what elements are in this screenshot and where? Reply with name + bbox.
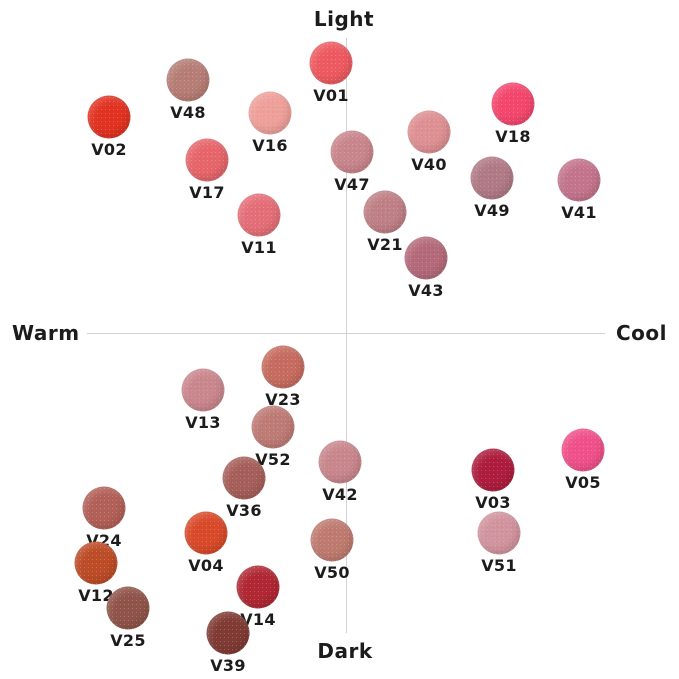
swatch-circle-v14	[236, 565, 280, 609]
swatch-label-v36: V36	[226, 501, 262, 520]
swatch-label-v39: V39	[210, 656, 246, 675]
swatch-circle-v12	[74, 541, 118, 585]
swatch-label-v02: V02	[91, 140, 127, 159]
swatch-circle-v41	[557, 158, 601, 202]
swatch-label-v03: V03	[475, 493, 511, 512]
swatch-label-v18: V18	[495, 127, 531, 146]
swatch-label-v13: V13	[185, 413, 221, 432]
swatch-circle-v47	[330, 130, 374, 174]
swatch-label-v21: V21	[367, 235, 403, 254]
swatch-circle-v39	[206, 611, 250, 655]
vertical-axis-line	[346, 38, 347, 633]
swatch-circle-v51	[477, 511, 521, 555]
swatch-circle-v13	[181, 368, 225, 412]
swatch-circle-v48	[166, 58, 210, 102]
swatch-circle-v24	[82, 486, 126, 530]
swatch-label-v25: V25	[110, 631, 146, 650]
swatch-circle-v40	[407, 110, 451, 154]
swatch-circle-v01	[309, 41, 353, 85]
swatch-circle-v16	[248, 91, 292, 135]
swatch-label-v52: V52	[255, 450, 291, 469]
axis-label-cool: Cool	[615, 321, 667, 345]
swatch-circle-v23	[261, 345, 305, 389]
swatch-label-v05: V05	[565, 473, 601, 492]
swatch-circle-v04	[184, 511, 228, 555]
axis-label-light: Light	[313, 7, 375, 31]
swatch-label-v14: V14	[240, 610, 276, 629]
swatch-circle-v49	[470, 156, 514, 200]
swatch-label-v41: V41	[561, 203, 597, 222]
swatch-label-v43: V43	[408, 281, 444, 300]
swatch-circle-v43	[404, 236, 448, 280]
swatch-label-v51: V51	[481, 556, 517, 575]
swatch-circle-v52	[251, 405, 295, 449]
swatch-label-v01: V01	[313, 86, 349, 105]
swatch-label-v11: V11	[241, 238, 277, 257]
swatch-label-v16: V16	[252, 136, 288, 155]
swatch-label-v47: V47	[334, 175, 370, 194]
swatch-circle-v42	[318, 440, 362, 484]
swatch-label-v17: V17	[189, 183, 225, 202]
axis-label-dark: Dark	[317, 639, 373, 663]
swatch-label-v04: V04	[188, 556, 224, 575]
swatch-circle-v18	[491, 82, 535, 126]
swatch-circle-v25	[106, 586, 150, 630]
axis-label-warm: Warm	[12, 321, 80, 345]
swatch-circle-v02	[87, 95, 131, 139]
swatch-circle-v05	[561, 428, 605, 472]
swatch-circle-v21	[363, 190, 407, 234]
swatch-circle-v03	[471, 448, 515, 492]
swatch-label-v23: V23	[265, 390, 301, 409]
swatch-label-v50: V50	[314, 563, 350, 582]
swatch-label-v12: V12	[78, 586, 114, 605]
swatch-label-v49: V49	[474, 201, 510, 220]
swatch-circle-v11	[237, 193, 281, 237]
swatch-circle-v36	[222, 456, 266, 500]
swatch-circle-v50	[310, 518, 354, 562]
swatch-label-v48: V48	[170, 103, 206, 122]
horizontal-axis-line	[87, 333, 605, 334]
swatch-label-v40: V40	[411, 155, 447, 174]
swatch-circle-v17	[185, 138, 229, 182]
swatch-label-v42: V42	[322, 485, 358, 504]
